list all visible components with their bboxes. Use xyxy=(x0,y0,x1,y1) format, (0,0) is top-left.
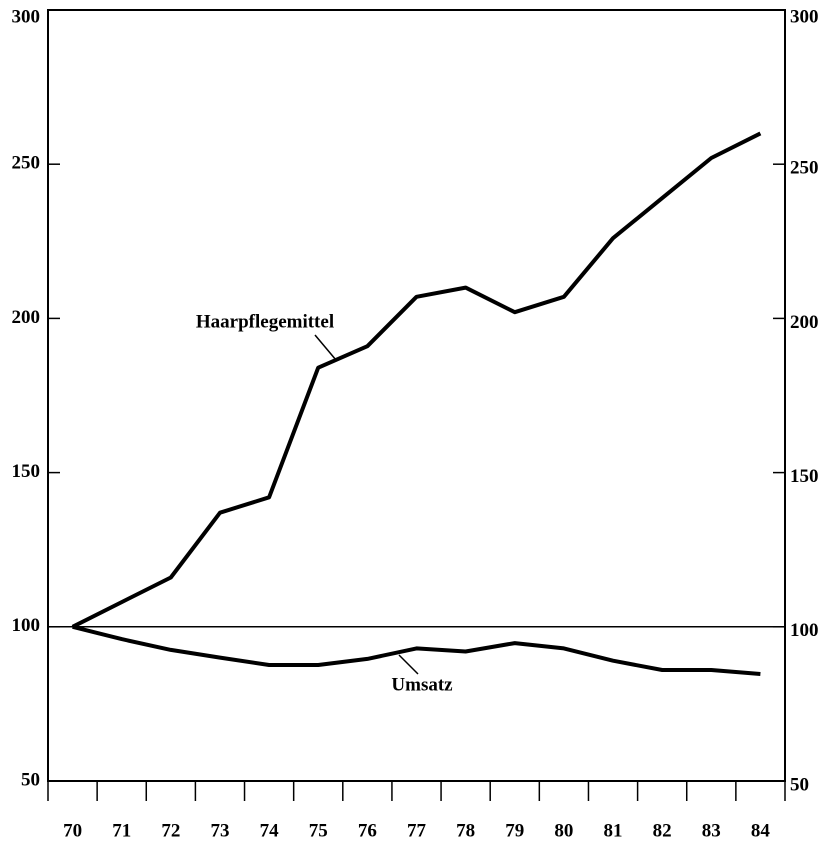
y2-tick-label: 100 xyxy=(790,620,819,641)
x-tick-label: 80 xyxy=(554,820,573,841)
y2-tick-label: 250 xyxy=(790,158,819,179)
x-tick-label: 74 xyxy=(260,820,280,841)
y-tick-label: 100 xyxy=(12,615,41,636)
x-tick-label: 70 xyxy=(63,820,82,841)
series-line xyxy=(72,624,761,676)
x-tick-label: 72 xyxy=(161,820,180,841)
y-tick-label: 300 xyxy=(12,6,41,27)
y2-tick-label: 150 xyxy=(790,466,819,487)
x-tick-label: 73 xyxy=(210,820,229,841)
x-tick-label: 82 xyxy=(653,820,672,841)
y2-tick-label: 300 xyxy=(790,6,819,27)
y2-tick-label: 50 xyxy=(790,774,809,795)
y-tick-label: 50 xyxy=(21,769,40,790)
x-tick-label: 75 xyxy=(309,820,328,841)
annotation-leader xyxy=(314,334,337,361)
x-tick-label: 78 xyxy=(456,820,475,841)
x-tick-label: 76 xyxy=(358,820,377,841)
x-tick-label: 79 xyxy=(505,820,524,841)
x-tick-label: 81 xyxy=(604,820,623,841)
annotation-leader xyxy=(398,654,419,675)
x-tick-label: 83 xyxy=(702,820,721,841)
series-line xyxy=(71,131,762,629)
y-tick-label: 200 xyxy=(12,307,41,328)
y-tick-label: 250 xyxy=(12,153,41,174)
series-label: Umsatz xyxy=(391,674,453,695)
x-tick-label: 84 xyxy=(751,820,771,841)
y-tick-label: 150 xyxy=(12,461,41,482)
x-tick-label: 77 xyxy=(407,820,427,841)
y2-tick-label: 200 xyxy=(790,312,819,333)
series-label: Haarpflegemittel xyxy=(196,311,334,332)
x-tick-label: 71 xyxy=(112,820,131,841)
plot-frame xyxy=(47,9,786,782)
